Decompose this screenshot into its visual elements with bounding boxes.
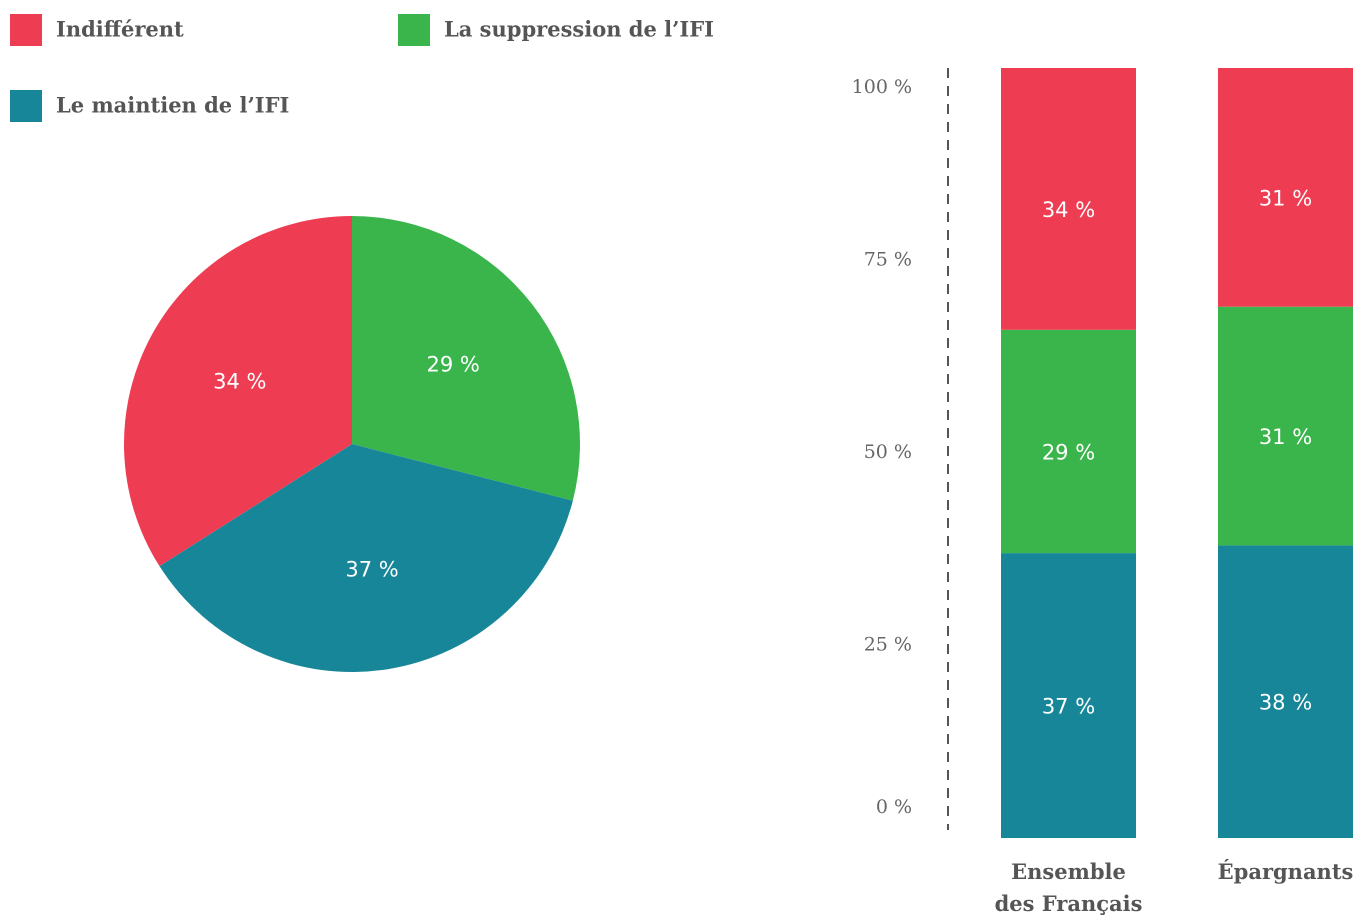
bar-segment (1001, 329, 1136, 554)
bar-label: 34 % (1042, 198, 1095, 222)
bar-label: 31 % (1259, 186, 1312, 210)
pie-slice (352, 216, 580, 501)
pie-slice (123, 216, 352, 567)
bar-segment (1001, 68, 1136, 330)
legend-swatch (10, 14, 42, 46)
slice-label: 34 % (213, 369, 266, 393)
bar-label: 38 % (1259, 691, 1312, 715)
slice-label: 29 % (426, 353, 479, 377)
slice-label: 37 % (345, 557, 398, 581)
bar-segment (1218, 545, 1353, 838)
legend-label: Le maintien de l’IFI (56, 93, 289, 118)
x-tick-label: Épargnants (1217, 859, 1354, 884)
bar-label: 37 % (1042, 695, 1095, 719)
y-tick-label: 100 % (852, 76, 912, 98)
pie-slice (159, 444, 573, 672)
y-tick-label: 25 % (864, 634, 912, 656)
legend-swatch (398, 14, 430, 46)
bar-segment (1001, 553, 1136, 838)
legend-label: La suppression de l’IFI (444, 17, 714, 42)
bar-label: 31 % (1259, 425, 1312, 449)
y-tick-label: 75 % (864, 249, 912, 271)
legend-swatch (10, 90, 42, 122)
y-tick-label: 50 % (864, 441, 912, 463)
bar-segment (1218, 68, 1353, 307)
bar-label: 29 % (1042, 440, 1095, 464)
y-tick-label: 0 % (876, 796, 912, 818)
legend-label: Indifférent (56, 17, 184, 42)
bar-segment (1218, 306, 1353, 546)
x-tick-label: Ensemble des Français (994, 859, 1143, 916)
